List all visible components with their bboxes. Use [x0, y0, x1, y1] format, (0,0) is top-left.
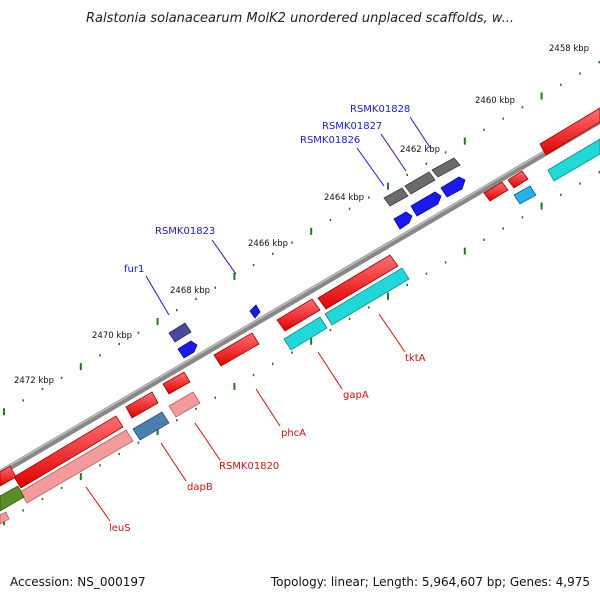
- gene-red-left-mid[interactable]: [125, 391, 159, 419]
- gene-label-gapa: gapA: [343, 390, 369, 401]
- gene-label-phca: phcA: [281, 428, 306, 439]
- gene-olive[interactable]: [0, 485, 25, 512]
- gene-blue-a[interactable]: [440, 176, 466, 198]
- gene-phca[interactable]: [213, 332, 260, 367]
- tick-label-2464: 2464 kbp: [324, 193, 364, 203]
- tick-label-2468: 2468 kbp: [170, 286, 210, 296]
- gene-label-leus: leuS: [109, 523, 131, 534]
- tick-label-2462: 2462 kbp: [400, 145, 440, 155]
- gene-blue-b[interactable]: [410, 191, 442, 217]
- tick-label-2460: 2460 kbp: [475, 96, 515, 106]
- gene-label-rsmk01827: RSMK01827: [322, 121, 382, 132]
- accession-text: Accession: NS_000197: [10, 575, 146, 589]
- gene-leus[interactable]: [19, 429, 134, 504]
- top-tick-track: [3, 61, 600, 416]
- gene-cyan-far-right[interactable]: [547, 138, 600, 182]
- bottom-tick-track: [3, 171, 600, 526]
- gene-rsmk01820[interactable]: [168, 391, 201, 418]
- gene-label-rsmk01826: RSMK01826: [300, 135, 360, 146]
- gene-label-rsmk01828: RSMK01828: [350, 104, 410, 115]
- gene-leader-lines: [85, 116, 432, 522]
- gene-red-left-edge[interactable]: [0, 465, 17, 487]
- tick-label-2472: 2472 kbp: [14, 376, 54, 386]
- gene-tkta-red[interactable]: [317, 254, 399, 310]
- top-strand-genes: [168, 157, 466, 359]
- gene-fur1[interactable]: [168, 322, 192, 343]
- bottom-strand-genes: [0, 107, 600, 525]
- gene-red-far-right[interactable]: [539, 107, 600, 156]
- gene-pink-edge[interactable]: [0, 511, 10, 525]
- gene-red-right-b[interactable]: [483, 181, 509, 202]
- gene-dapb[interactable]: [132, 411, 170, 441]
- gene-blue-c[interactable]: [393, 211, 413, 230]
- gene-gapa-red[interactable]: [276, 298, 321, 332]
- gene-red-mid[interactable]: [162, 371, 191, 395]
- gene-red-right-a[interactable]: [507, 170, 529, 189]
- genome-backbone: [0, 117, 600, 477]
- gene-rsmk01823[interactable]: [249, 304, 261, 319]
- summary-text: Topology: linear; Length: 5,964,607 bp; …: [270, 575, 590, 589]
- gene-red-left-long[interactable]: [13, 415, 124, 489]
- gene-rsmk01828[interactable]: [431, 157, 461, 178]
- gene-label-dapb: dapB: [187, 482, 213, 493]
- gene-label-fur1: fur1: [124, 264, 144, 275]
- gene-lightblue[interactable]: [513, 185, 537, 205]
- gene-tkta[interactable]: [324, 267, 410, 326]
- tick-label-2470: 2470 kbp: [92, 331, 132, 341]
- tick-label-2458: 2458 kbp: [549, 44, 589, 54]
- map-title: Ralstonia solanacearum MolK2 unordered u…: [86, 11, 514, 26]
- gene-label-rsmk01823: RSMK01823: [155, 226, 215, 237]
- gene-label-rsmk01820: RSMK01820: [219, 461, 279, 472]
- gene-blue-d[interactable]: [177, 340, 198, 359]
- gene-gapa[interactable]: [283, 316, 328, 351]
- tick-label-2466: 2466 kbp: [248, 239, 288, 249]
- gene-rsmk01826[interactable]: [383, 187, 409, 207]
- gene-rsmk01827[interactable]: [404, 171, 436, 195]
- gene-label-tkta: tktA: [405, 353, 426, 364]
